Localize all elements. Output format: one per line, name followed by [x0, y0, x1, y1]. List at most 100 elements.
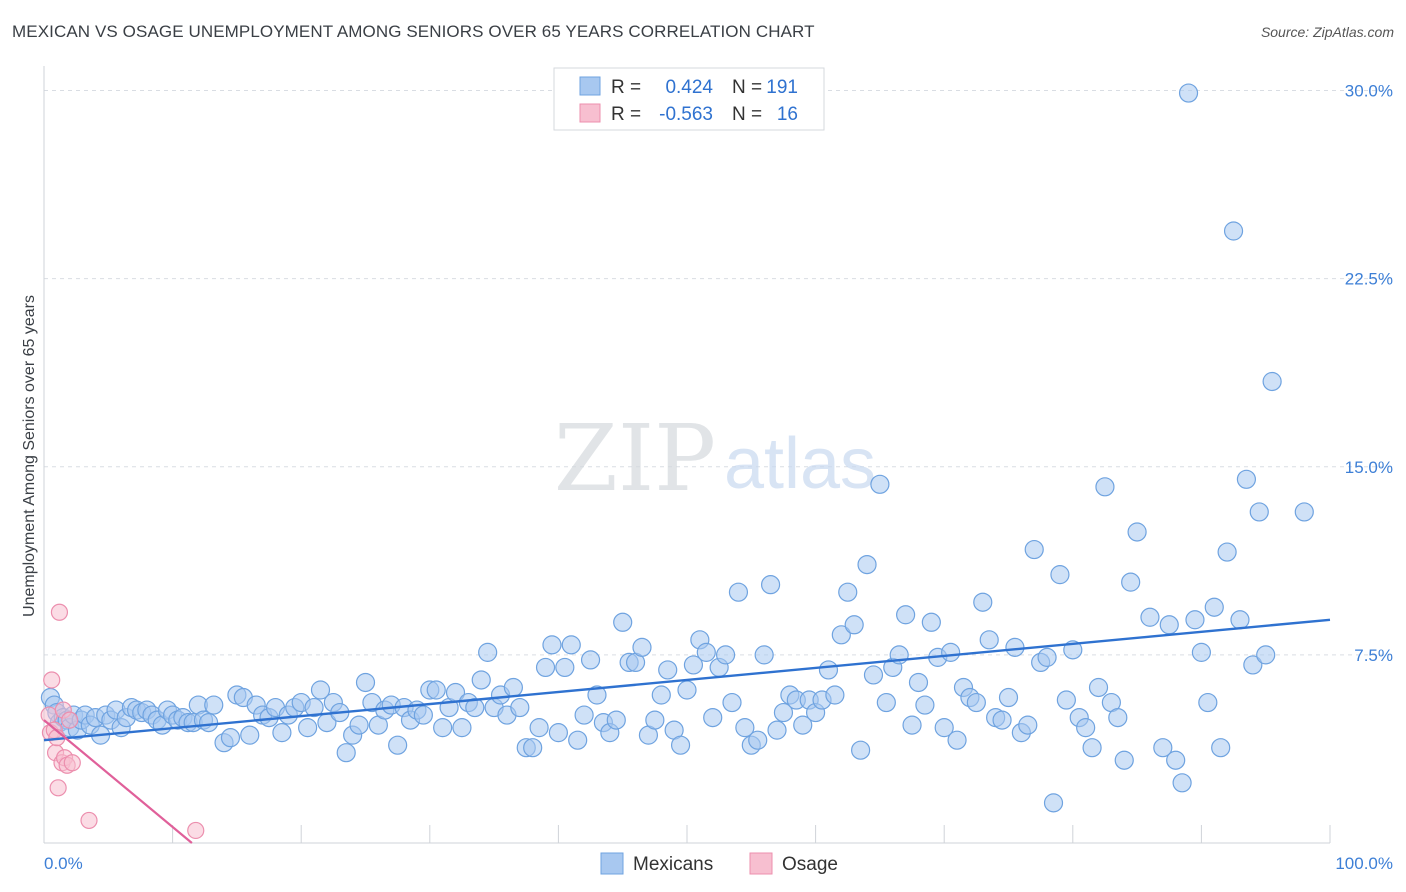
mexicans-point	[535, 657, 556, 678]
mexicans-point	[1198, 692, 1218, 713]
mexicans-point	[413, 705, 433, 725]
mexicans-point	[1114, 750, 1134, 770]
mexicans-point	[199, 713, 219, 733]
mexicans-point	[613, 612, 633, 632]
mexicans-point	[722, 692, 742, 713]
trend-lines	[43, 618, 1331, 844]
mexicans-point	[606, 710, 626, 730]
mexicans-point	[748, 730, 768, 750]
mexicans-point	[471, 670, 491, 690]
mexicans-point	[908, 672, 929, 693]
bottom-legend-label-mexicans: Mexicans	[633, 854, 713, 875]
osage-point	[49, 779, 67, 797]
mexicans-point	[773, 702, 794, 723]
mexicans-point	[523, 738, 543, 758]
x-tick-label-max: 100.0%	[1335, 854, 1393, 873]
osage-point	[187, 821, 205, 840]
mexicans-point	[670, 735, 691, 755]
mexicans-point	[561, 635, 581, 655]
mexicans-point	[998, 687, 1019, 708]
legend-n-label-mexicans: N =	[732, 77, 762, 98]
mexicans-point	[1153, 738, 1173, 758]
mexicans-point	[934, 718, 954, 738]
mexicans-point	[1191, 642, 1212, 662]
mexicans-point	[310, 680, 331, 700]
mexicans-point	[433, 718, 453, 738]
legend-r-value-osage: -0.563	[659, 104, 713, 125]
x-tick-labels: 0.0% 100.0%	[44, 854, 1393, 873]
mexicans-point	[947, 730, 967, 750]
mexicans-point	[735, 718, 755, 738]
mexicans-point	[767, 720, 787, 740]
mexicans-point	[1140, 607, 1160, 627]
mexicans-point	[1178, 83, 1199, 103]
mexicans-point	[1076, 718, 1096, 738]
osage-point	[80, 811, 98, 830]
legend-swatch-osage	[579, 103, 601, 123]
mexicans-point	[503, 677, 523, 698]
legend-n-value-osage: 16	[777, 104, 798, 125]
mexicans-point	[580, 650, 601, 670]
mexicans-point	[973, 592, 993, 612]
mexicans-point	[1236, 469, 1257, 489]
mexicans-point	[1095, 477, 1115, 497]
mexicans-point	[1018, 715, 1038, 735]
mexicans-point	[1024, 539, 1044, 560]
mexicans-point	[902, 715, 922, 735]
mexicans-point	[1211, 738, 1231, 758]
legend-r-label-mexicans: R =	[611, 77, 641, 98]
bottom-legend-swatch-osage	[749, 852, 773, 875]
mexicans-point	[478, 642, 498, 662]
mexicans-point	[632, 637, 652, 657]
osage-point	[61, 711, 79, 729]
mexicans-point	[1230, 610, 1250, 630]
x-tick-label-min: 0.0%	[44, 854, 83, 873]
mexicans-point	[510, 697, 530, 718]
mexicans-point	[857, 554, 877, 575]
mexicans-point	[388, 735, 408, 755]
mexicans-point	[1005, 637, 1025, 657]
bottom-legend: Mexicans Osage	[600, 852, 838, 875]
mexicans-point	[831, 625, 851, 645]
bottom-legend-label-osage: Osage	[782, 854, 838, 875]
mexicans-point	[587, 685, 607, 705]
mexicans-point	[542, 635, 562, 655]
mexicans-point	[1249, 502, 1269, 522]
mexicans-point	[1262, 371, 1282, 392]
source-label: Source: ZipAtlas.com	[1260, 24, 1394, 40]
mexicans-point	[1243, 655, 1263, 675]
mexicans-point	[921, 612, 941, 632]
mexicans-point	[1088, 677, 1109, 698]
osage-point	[43, 671, 61, 689]
legend-r-label-osage: R =	[611, 104, 641, 125]
mexicans-point	[941, 642, 961, 662]
mexicans-point	[683, 655, 704, 675]
y-tick-label: 30.0%	[1345, 82, 1393, 101]
watermark-atlas: atlas	[724, 424, 876, 504]
mexicans-point	[1043, 793, 1064, 813]
y-tick-labels: 7.5% 15.0% 22.5% 30.0%	[1345, 82, 1393, 665]
legend-n-label-osage: N =	[732, 104, 762, 125]
stats-legend: R = 0.424 N = 191 R = -0.563 N = 16	[553, 67, 825, 131]
mexicans-point	[851, 740, 871, 760]
mexicans-point	[844, 615, 864, 635]
mexicans-point	[568, 730, 588, 750]
mexicans-point	[863, 665, 884, 685]
osage-point	[63, 754, 81, 772]
y-axis-label: Unemployment Among Seniors over 65 years	[21, 295, 38, 617]
mexicans-point	[1294, 502, 1314, 522]
mexicans-point	[1108, 707, 1128, 728]
osage-trend-line	[43, 719, 193, 844]
mexicans-point	[915, 695, 935, 715]
mexicans-point	[1056, 690, 1076, 710]
mexicans-point	[452, 718, 472, 738]
mexicans-point	[1185, 610, 1205, 630]
y-tick-label: 7.5%	[1354, 646, 1393, 665]
y-tick-label: 15.0%	[1345, 458, 1393, 477]
mexicans-points	[40, 83, 1314, 813]
mexicans-point	[1159, 615, 1179, 635]
mexicans-point	[645, 710, 665, 730]
mexicans-point	[728, 582, 749, 602]
mexicans-point	[304, 697, 324, 718]
